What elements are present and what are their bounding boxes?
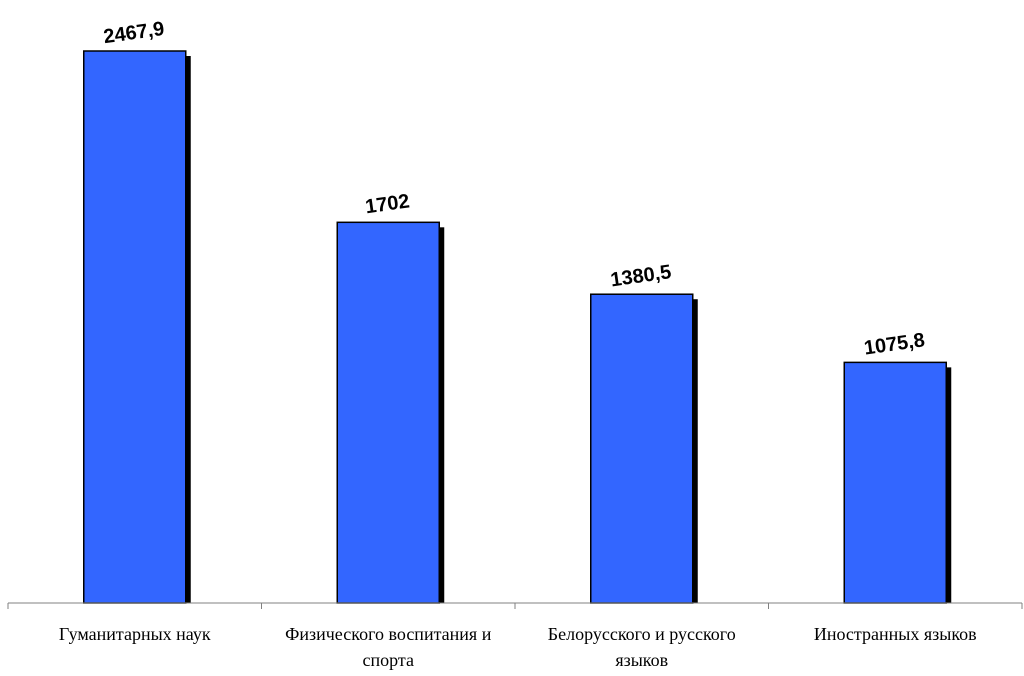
bar: [336, 221, 440, 604]
category-label: Гуманитарных наук: [59, 624, 211, 644]
category-label: спорта: [363, 650, 414, 670]
data-label: 2467,9: [102, 18, 166, 48]
bar: [83, 50, 187, 604]
data-label: 1380,5: [609, 261, 673, 291]
bars-group: [83, 50, 952, 604]
value-labels-group: 2467,9 1702 1380,5 1075,8: [102, 18, 926, 360]
data-label: 1075,8: [863, 329, 927, 359]
category-label: Иностранных языков: [814, 624, 977, 644]
bar: [590, 293, 694, 604]
category-label: языков: [615, 650, 668, 670]
category-labels-group: Гуманитарных наук Физического воспитания …: [59, 624, 977, 670]
x-axis: [7, 602, 1023, 609]
data-label: 1702: [364, 190, 411, 218]
category-label: Белорусского и русского: [548, 624, 736, 644]
category-label: Физического воспитания и: [285, 624, 492, 644]
bar: [843, 361, 947, 604]
